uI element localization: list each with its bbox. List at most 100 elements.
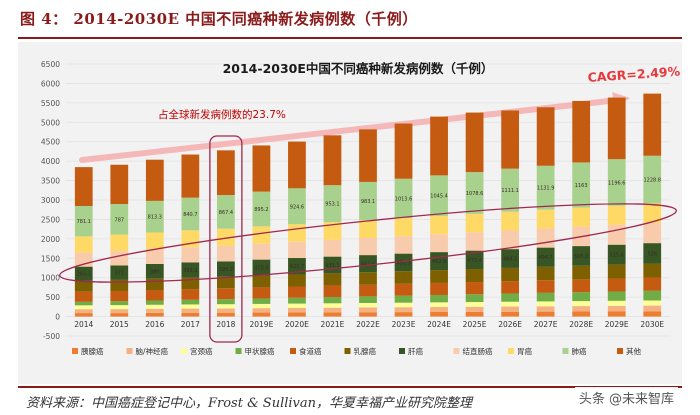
bar-segment <box>643 222 662 244</box>
legend-label: 肝癌 <box>408 346 423 356</box>
bar-segment <box>110 204 129 235</box>
bar-segment <box>536 247 555 267</box>
bar-segment <box>288 258 306 275</box>
bar-segment <box>252 312 271 317</box>
lung-data-label: 840.7 <box>183 212 197 218</box>
bar-segment <box>643 305 662 312</box>
bar-segment <box>217 288 235 300</box>
bar-segment <box>181 304 200 309</box>
bar-segment <box>394 218 413 237</box>
y-tick-label: 5000 <box>41 118 60 127</box>
bar-segment <box>501 230 519 250</box>
lung-data-label: 924.6 <box>290 204 304 210</box>
bar-segment <box>323 303 342 308</box>
y-tick-label: 2500 <box>41 215 60 224</box>
bar-segment <box>74 313 93 317</box>
bar-segment <box>323 135 342 186</box>
liver-data-label: 484.1 <box>503 257 517 263</box>
lung-data-label: 1196.6 <box>608 180 626 186</box>
bar-segment <box>323 273 342 286</box>
bar-segment <box>536 165 555 210</box>
x-tick-label: 2018 <box>216 320 235 329</box>
growth-arrow-shaft <box>79 97 621 163</box>
bar-segment <box>288 312 306 317</box>
bar-segment <box>465 311 484 317</box>
bar-segment <box>430 302 448 308</box>
bar-segment <box>607 305 626 312</box>
liver-data-label: 505.2 <box>574 254 588 260</box>
figure-title: 图 4： 2014-2030E 中国不同癌种新发病例数（千例） <box>20 10 418 28</box>
bar-segment <box>643 263 662 278</box>
bar-segment <box>181 312 200 317</box>
liver-data-label: 380 <box>150 269 160 275</box>
bar-segment <box>181 262 200 278</box>
legend-swatch <box>508 348 514 354</box>
bar-segment <box>217 312 235 317</box>
bar-segment <box>288 307 306 313</box>
lung-data-label: 1078.6 <box>466 191 484 197</box>
bar-segment <box>607 97 626 160</box>
bar-segment <box>572 246 591 266</box>
bar-segment <box>288 141 306 189</box>
bar-segment <box>501 293 519 302</box>
bar-segment <box>394 236 413 254</box>
watermark: 头条 @未来智库 <box>574 387 678 408</box>
bar-segment <box>501 211 519 231</box>
bar-segment <box>74 291 93 302</box>
bar-segment <box>501 110 519 169</box>
bar-segment <box>181 299 200 305</box>
bar-segment <box>110 309 129 314</box>
legend-swatch <box>290 348 296 354</box>
legend-label: 其他 <box>626 346 641 356</box>
bar-segment <box>430 294 448 303</box>
lung-data-label: 781.1 <box>77 219 91 225</box>
bar-segment <box>607 224 626 245</box>
bar-segment <box>430 311 448 317</box>
liver-data-label: 515.6 <box>610 253 624 259</box>
bar-segment <box>252 243 271 260</box>
bar-segment <box>572 311 591 317</box>
bar-segment <box>430 175 448 216</box>
legend-swatch <box>181 348 187 354</box>
y-axis: -500 0 500 1000 1500 2000 2500 3000 3500 4000 4500… <box>41 60 60 341</box>
bar-segment <box>145 159 164 201</box>
bar-segment <box>217 195 235 229</box>
bar-segment <box>110 313 129 317</box>
bar-segment <box>323 222 342 240</box>
bar-segment <box>643 290 662 301</box>
bar-segment <box>359 255 377 273</box>
bar-segment <box>252 275 271 288</box>
bar-segment <box>359 302 377 308</box>
y-tick-label: 1000 <box>41 274 60 283</box>
bar-segment <box>74 266 93 281</box>
bar-segment <box>288 188 306 225</box>
bar-segment <box>430 116 448 176</box>
lung-data-label: 1131.9 <box>537 186 555 192</box>
y-tick-label: 500 <box>46 293 61 302</box>
bar-segment <box>536 280 555 293</box>
bar-segment <box>288 241 306 259</box>
bar-segment <box>110 305 129 310</box>
legend-label: 宫颈癌 <box>190 346 213 356</box>
bar-segment <box>643 277 662 291</box>
bar-segment <box>501 301 519 307</box>
bar-segment <box>394 295 413 303</box>
x-tick-label: 2029E <box>605 320 629 329</box>
bar-segment <box>252 226 271 244</box>
bar-segment <box>181 197 200 231</box>
bar-segment <box>607 311 626 317</box>
liver-data-label: 431.1 <box>325 263 339 269</box>
y-tick-label: -500 <box>43 332 60 341</box>
bar-segment <box>110 164 129 205</box>
bar-segment <box>501 306 519 312</box>
bar-segment <box>643 155 662 204</box>
bar-segment <box>181 308 200 313</box>
bar-segment <box>145 278 164 290</box>
bar-segment <box>217 299 235 305</box>
bar-segment <box>501 267 519 282</box>
bar-segment <box>252 145 271 192</box>
lung-data-label: 1045.4 <box>430 194 448 200</box>
bar-segment <box>181 247 200 263</box>
bar-segment <box>74 309 93 314</box>
y-tick-label: 2000 <box>41 235 60 244</box>
